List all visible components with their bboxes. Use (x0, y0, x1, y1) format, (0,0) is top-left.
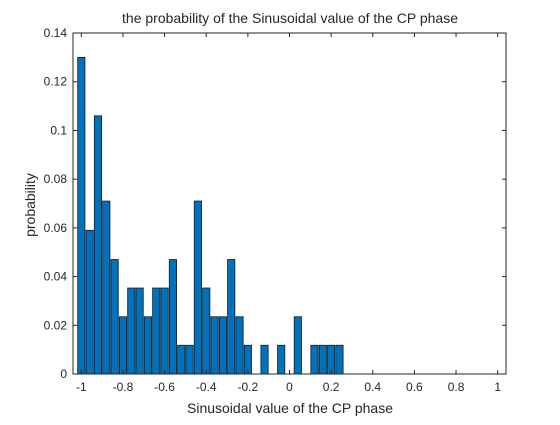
histogram-bar (110, 259, 119, 375)
x-tick-label: 0.4 (364, 380, 381, 394)
y-tick-label: 0.04 (44, 270, 68, 284)
histogram-bar (235, 316, 244, 375)
histogram-bar (127, 287, 136, 375)
histogram-bar (93, 115, 103, 375)
histogram-bar (118, 316, 128, 375)
y-tick-label: 0.14 (44, 26, 68, 40)
histogram-bar (310, 344, 319, 375)
x-tick-label: -0.4 (196, 380, 217, 394)
histogram-bar (143, 316, 152, 375)
y-tick-label: 0.12 (44, 75, 68, 89)
histogram-bar (335, 344, 344, 375)
histogram-bar (152, 287, 161, 375)
histogram-bar (293, 316, 302, 375)
y-tick-label: 0.02 (44, 318, 68, 332)
x-tick-label: 1 (494, 380, 501, 394)
histogram-bar (327, 344, 336, 375)
chart-title: the probability of the Sinusoidal value … (122, 10, 458, 26)
x-tick-label: -0.6 (154, 380, 175, 394)
x-tick-label: -0.2 (238, 380, 259, 394)
y-tick-label: 0.08 (44, 172, 68, 186)
histogram-bar (77, 56, 86, 375)
histogram-bar (243, 344, 252, 375)
histogram-bar (85, 229, 94, 375)
histogram-bar (193, 200, 202, 375)
x-tick-label: 0.8 (448, 380, 465, 394)
histogram-bar (135, 287, 144, 375)
histogram-bar (202, 287, 211, 375)
x-tick-label: 0.2 (323, 380, 340, 394)
histogram-bar (277, 344, 286, 375)
x-axis-title: Sinusoidal value of the CP phase (187, 400, 393, 416)
histogram-bar (102, 200, 111, 375)
histogram-bar (318, 344, 327, 375)
histogram-bar (210, 316, 219, 375)
histogram-bar (177, 344, 186, 375)
axis-ticks: -1 -0.8 -0.6 -0.4 -0.2 0 0.2 0.4 0.6 0.8 1 0 0.02 0.0… (44, 26, 506, 394)
x-tick-label: -0.8 (113, 380, 134, 394)
histogram-bar (227, 259, 236, 375)
x-tick-label: 0.6 (406, 380, 423, 394)
histogram-bar (168, 259, 177, 375)
histogram-bar (185, 344, 194, 375)
x-tick-label: 0 (286, 380, 293, 394)
histogram-bar (218, 316, 227, 375)
histogram-bar (260, 344, 269, 375)
y-tick-label: 0 (60, 367, 67, 381)
y-axis-title: probability (22, 173, 38, 237)
y-tick-label: 0.06 (44, 221, 68, 235)
y-tick-label: 0.1 (50, 123, 67, 137)
histogram-bar (160, 287, 169, 375)
x-tick-label: -1 (76, 380, 87, 394)
